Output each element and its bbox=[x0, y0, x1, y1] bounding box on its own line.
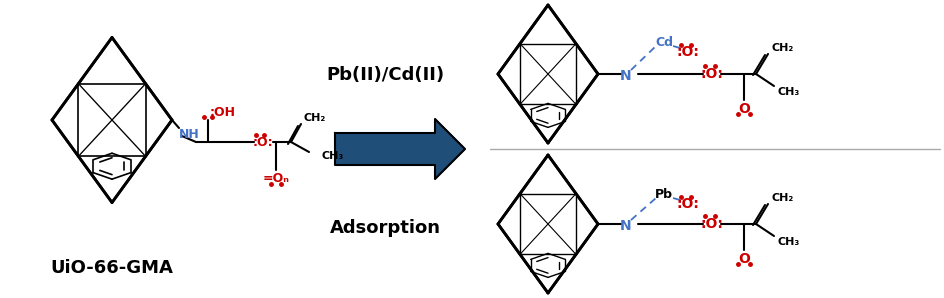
Text: N: N bbox=[619, 219, 632, 233]
Text: Pb(II)/Cd(II): Pb(II)/Cd(II) bbox=[326, 66, 444, 84]
Text: O: O bbox=[737, 252, 750, 266]
Text: :O:: :O: bbox=[676, 197, 699, 211]
Text: CH₃: CH₃ bbox=[321, 151, 343, 161]
Text: CH₃: CH₃ bbox=[777, 237, 800, 247]
Text: O: O bbox=[737, 102, 750, 116]
Polygon shape bbox=[334, 119, 464, 179]
Text: Cd: Cd bbox=[654, 35, 672, 49]
Text: :O:: :O: bbox=[700, 67, 723, 81]
Text: N: N bbox=[619, 69, 632, 83]
Text: =Oₙ: =Oₙ bbox=[262, 173, 289, 185]
Text: :OH: :OH bbox=[210, 105, 236, 119]
Text: CH₂: CH₂ bbox=[770, 193, 792, 203]
Text: :O:: :O: bbox=[700, 217, 723, 231]
Text: Adsorption: Adsorption bbox=[329, 219, 440, 237]
Text: CH₃: CH₃ bbox=[777, 87, 800, 97]
Text: :O:: :O: bbox=[676, 45, 699, 59]
Text: UiO-66-GMA: UiO-66-GMA bbox=[51, 259, 174, 277]
Text: NH: NH bbox=[178, 128, 199, 140]
Text: CH₂: CH₂ bbox=[770, 43, 792, 53]
Text: :O:: :O: bbox=[252, 136, 273, 148]
Text: CH₂: CH₂ bbox=[303, 113, 325, 123]
Text: Pb: Pb bbox=[654, 187, 672, 201]
